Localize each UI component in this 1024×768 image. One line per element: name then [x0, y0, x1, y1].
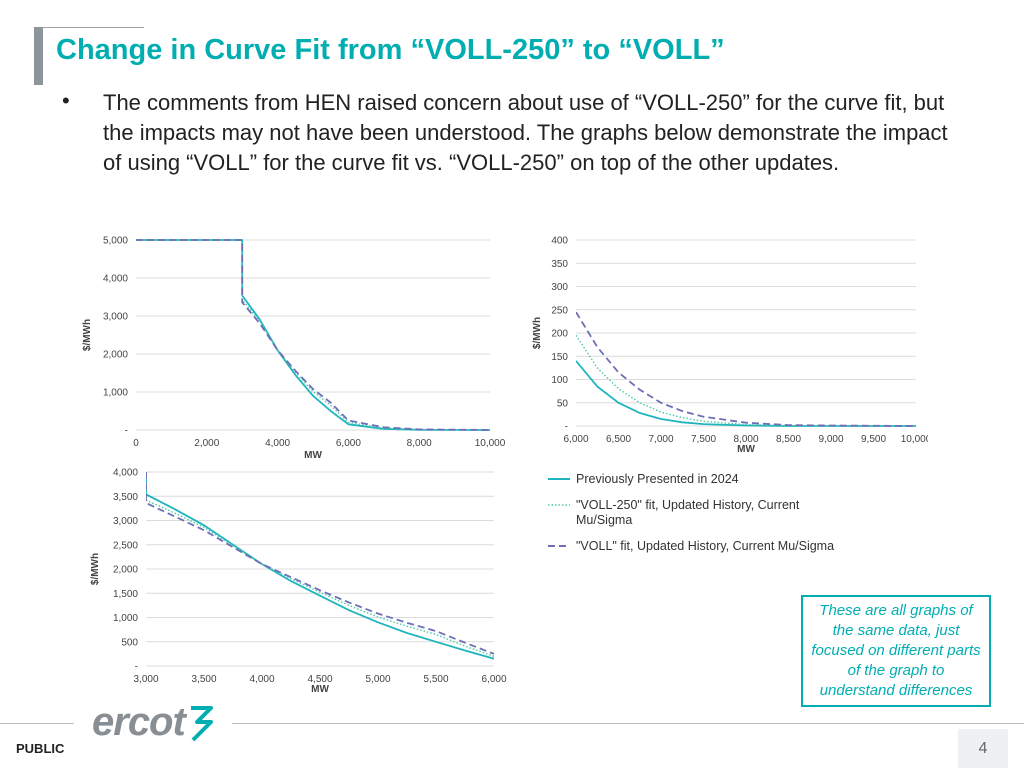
x-tick-label: 4,000: [249, 674, 274, 685]
chart-tail-zoom-svg: - 50 100 150 200 250 300 350 400 6,000 6,500 7,000 7…: [532, 236, 928, 456]
y-tick-label: 50: [557, 398, 569, 409]
y-tick-label: 200: [551, 329, 568, 340]
y-axis-title: $/MWh: [90, 553, 101, 585]
x-tick-label: 6,000: [563, 434, 588, 445]
legend-label: "VOLL" fit, Updated History, Current Mu/…: [576, 539, 835, 553]
series-line-solid: [146, 472, 494, 660]
y-tick-label: 400: [551, 236, 568, 247]
y-tick-label: 100: [551, 375, 568, 386]
legend-label: "VOLL-250" fit, Updated History, Current…: [576, 498, 800, 527]
note-callout: These are all graphs of the same data, j…: [801, 595, 991, 707]
series-line-dashed: [146, 472, 494, 655]
y-tick-label: 3,000: [103, 312, 128, 323]
y-tick-label: 4,000: [113, 468, 138, 479]
series-line-solid: [576, 360, 916, 427]
y-tick-label: -: [565, 422, 568, 433]
y-tick-label: 1,000: [113, 613, 138, 624]
x-tick-label: 5,500: [423, 674, 448, 685]
x-tick-label: 9,000: [818, 434, 843, 445]
x-tick-label: 2,000: [194, 438, 219, 449]
classification-label: PUBLIC: [16, 741, 65, 756]
x-axis-title: MW: [737, 444, 755, 455]
page-number: 4: [958, 729, 1008, 768]
chart-mid-zoom-svg: - 500 1,000 1,500 2,000 2,500 3,000 3,500 4,000 3…: [90, 468, 507, 696]
y-tick-label: 3,500: [113, 492, 138, 503]
y-axis-title: $/MWh: [82, 319, 93, 351]
y-tick-label: 3,000: [113, 516, 138, 527]
legend-item-previous: Previously Presented in 2024: [548, 472, 848, 487]
logo-wordmark: ercot: [92, 700, 186, 744]
title-accent-line: [34, 27, 144, 28]
x-axis-title: MW: [311, 684, 329, 695]
x-tick-label: 4,500: [307, 674, 332, 685]
legend-item-voll-250: "VOLL-250" fit, Updated History, Current…: [548, 498, 848, 528]
bullet-text: The comments from HEN raised concern abo…: [103, 90, 948, 175]
series-line-dashed: [136, 239, 490, 431]
chart-legend: Previously Presented in 2024 "VOLL-250" …: [548, 472, 848, 565]
lightning-bolt-icon: [190, 705, 213, 741]
x-tick-label: 4,000: [265, 438, 290, 449]
chart-tail-zoom: - 50 100 150 200 250 300 350 400 6,000 6,500 7,000 7…: [528, 228, 928, 460]
chart-full-range-svg: - 1,000 2,000 3,000 4,000 5,000 0 2,000 4,000 6,0…: [82, 236, 506, 462]
chart-full-range: - 1,000 2,000 3,000 4,000 5,000 0 2,000 4,000 6,0…: [78, 226, 518, 464]
legend-item-voll: "VOLL" fit, Updated History, Current Mu/…: [548, 539, 848, 554]
y-tick-label: 150: [551, 352, 568, 363]
x-tick-label: 6,000: [336, 438, 361, 449]
y-tick-label: -: [125, 426, 128, 437]
legend-swatch-dashed: [548, 545, 570, 547]
title-accent-bar: [34, 27, 43, 85]
series-line-dashed: [576, 311, 916, 427]
footer-divider-right: [232, 723, 1024, 724]
chart-mid-zoom: - 500 1,000 1,500 2,000 2,500 3,000 3,500 4,000 3…: [78, 462, 518, 702]
x-axis-title: MW: [304, 450, 322, 461]
y-tick-label: 500: [121, 637, 138, 648]
bullet-marker: •: [62, 88, 70, 113]
legend-swatch-dotted: [548, 504, 570, 506]
x-tick-label: 10,000: [475, 438, 506, 449]
series-line-solid: [136, 239, 490, 431]
x-tick-label: 8,000: [733, 434, 758, 445]
x-tick-label: 3,000: [133, 674, 158, 685]
y-tick-label: 1,000: [103, 388, 128, 399]
x-tick-label: 9,500: [861, 434, 886, 445]
x-tick-label: 10,000: [901, 434, 928, 445]
y-tick-label: 300: [551, 282, 568, 293]
legend-swatch-solid: [548, 478, 570, 480]
ercot-logo: ercot: [92, 700, 219, 745]
y-tick-label: -: [135, 662, 138, 673]
series-line-dotted: [146, 472, 494, 657]
series-line-dotted: [136, 239, 490, 431]
x-tick-label: 5,000: [365, 674, 390, 685]
x-tick-label: 3,500: [191, 674, 216, 685]
series-line-dotted: [576, 334, 916, 427]
x-tick-label: 8,000: [407, 438, 432, 449]
y-tick-label: 350: [551, 259, 568, 270]
y-axis-title: $/MWh: [532, 317, 543, 349]
y-tick-label: 2,000: [103, 350, 128, 361]
y-tick-label: 5,000: [103, 236, 128, 247]
x-tick-label: 7,000: [648, 434, 673, 445]
x-tick-label: 6,500: [606, 434, 631, 445]
footer-divider-left: [0, 723, 74, 724]
y-tick-label: 250: [551, 305, 568, 316]
x-tick-label: 8,500: [776, 434, 801, 445]
x-tick-label: 7,500: [691, 434, 716, 445]
y-tick-label: 4,000: [103, 274, 128, 285]
x-tick-label: 6,000: [481, 674, 506, 685]
y-tick-label: 2,000: [113, 565, 138, 576]
x-tick-label: 0: [133, 438, 139, 449]
y-tick-label: 1,500: [113, 589, 138, 600]
legend-label: Previously Presented in 2024: [576, 472, 739, 486]
slide-title: Change in Curve Fit from “VOLL-250” to “…: [56, 34, 725, 66]
y-tick-label: 2,500: [113, 540, 138, 551]
